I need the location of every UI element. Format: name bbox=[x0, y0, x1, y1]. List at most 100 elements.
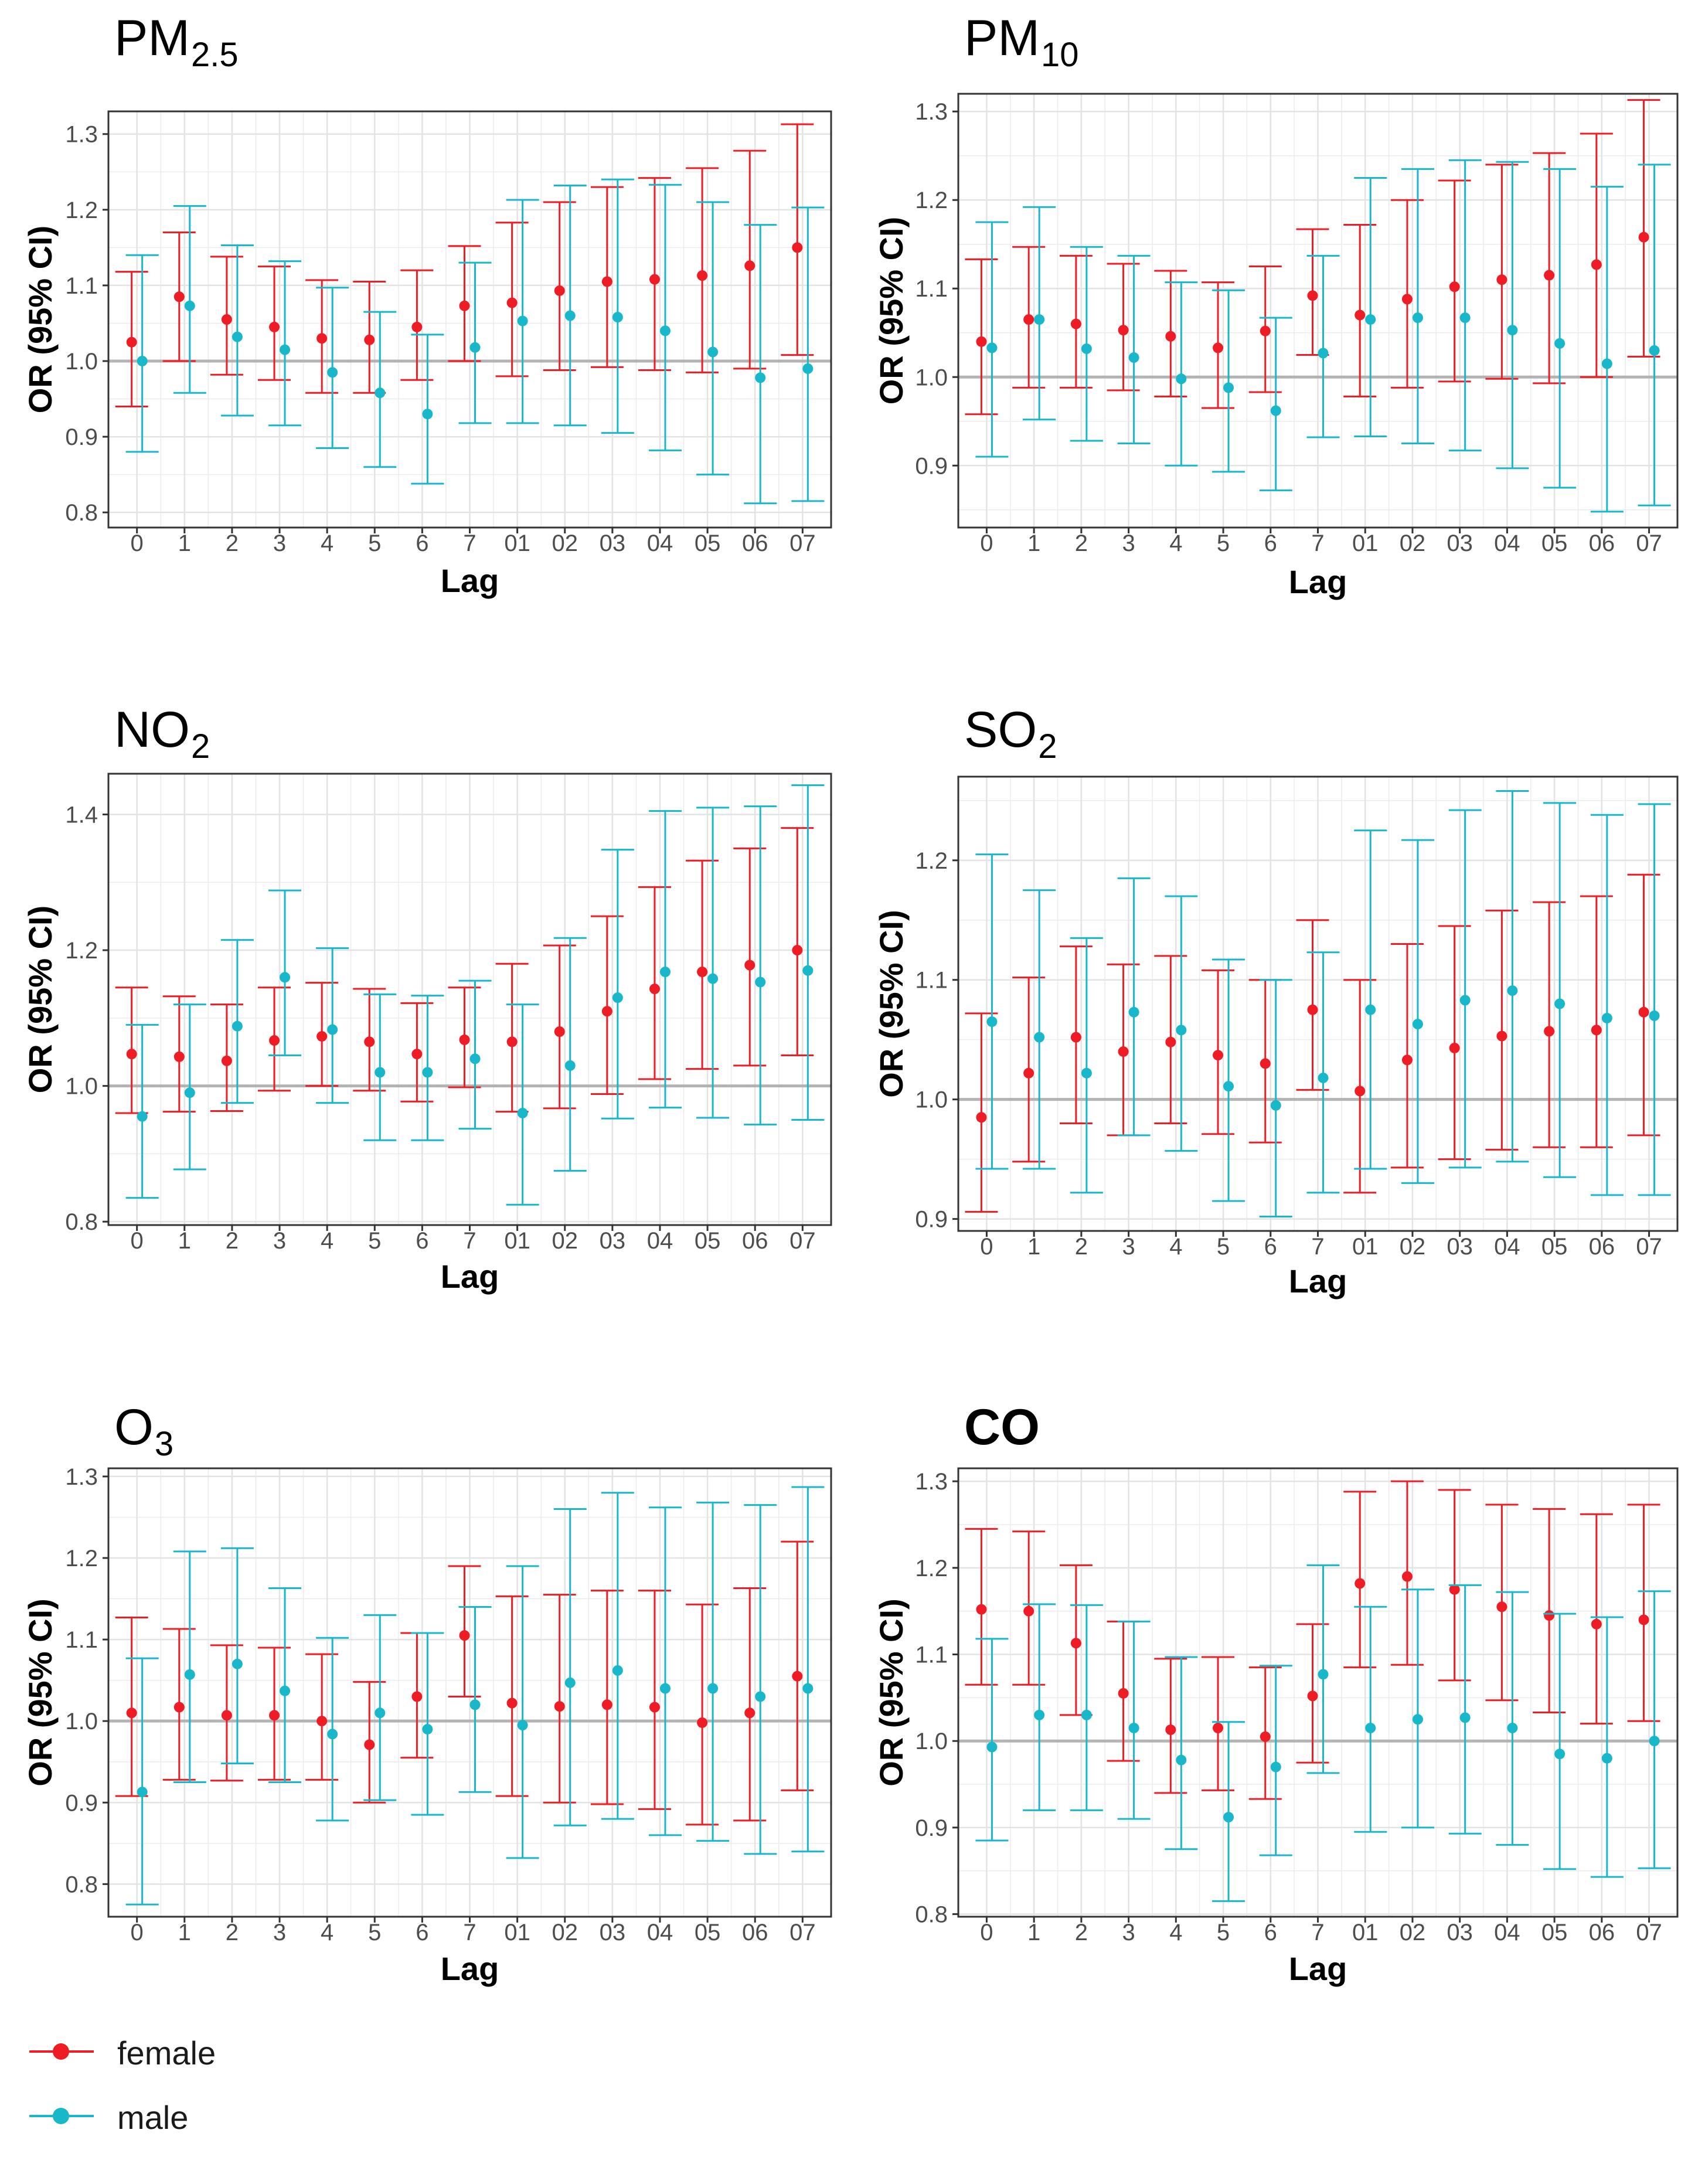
x-tick-label: 02 bbox=[552, 1920, 578, 1945]
point-male bbox=[327, 1024, 338, 1035]
point-male bbox=[1412, 1019, 1423, 1030]
point-male bbox=[1459, 995, 1471, 1006]
panel-title-main: CO bbox=[964, 1399, 1040, 1455]
point-female bbox=[411, 1691, 423, 1702]
point-male bbox=[280, 972, 291, 983]
y-tick-label: 0.9 bbox=[915, 1207, 948, 1233]
point-male bbox=[707, 1683, 719, 1694]
point-male bbox=[986, 1016, 998, 1028]
x-tick-label: 05 bbox=[1541, 1234, 1568, 1260]
point-male bbox=[802, 1683, 814, 1694]
point-female bbox=[1307, 1690, 1318, 1702]
y-tick-label: 1.2 bbox=[915, 848, 948, 874]
point-male bbox=[517, 1107, 528, 1118]
point-male bbox=[986, 1741, 998, 1753]
y-axis-label: OR (95% CI) bbox=[873, 1598, 910, 1787]
point-male bbox=[422, 409, 433, 420]
panel-title-subscript: 2.5 bbox=[191, 35, 239, 74]
y-tick-label: 1.0 bbox=[915, 365, 948, 390]
point-female bbox=[1023, 1605, 1034, 1617]
point-female bbox=[1591, 259, 1602, 270]
series-male bbox=[975, 1564, 1671, 1902]
point-female bbox=[1070, 1638, 1081, 1649]
x-tick-label: 6 bbox=[416, 1920, 428, 1945]
point-female bbox=[1355, 1086, 1366, 1097]
panel-title: O3 bbox=[114, 1402, 173, 1461]
point-male bbox=[232, 331, 243, 342]
x-tick-label: 03 bbox=[600, 1920, 626, 1945]
legend-item-male: male bbox=[23, 2093, 434, 2139]
x-tick-label: 06 bbox=[1589, 1234, 1615, 1260]
point-male bbox=[137, 1111, 148, 1122]
panel-title-main: NO bbox=[114, 702, 190, 758]
series-female bbox=[115, 1540, 814, 1826]
panel-title: NO2 bbox=[114, 705, 210, 764]
point-male bbox=[1270, 1761, 1281, 1773]
y-tick-label: 1.2 bbox=[915, 188, 948, 213]
point-female bbox=[411, 321, 423, 332]
point-male bbox=[1365, 314, 1376, 325]
point-male bbox=[1507, 325, 1518, 336]
point-male bbox=[375, 387, 386, 399]
point-male bbox=[1081, 1067, 1092, 1079]
point-female bbox=[317, 1716, 328, 1727]
x-tick-label: 06 bbox=[742, 1228, 768, 1254]
point-male bbox=[1034, 314, 1045, 325]
y-tick-label: 0.9 bbox=[915, 1815, 948, 1841]
x-tick-label: 3 bbox=[273, 1228, 286, 1254]
x-tick-label: 2 bbox=[226, 1228, 239, 1254]
point-female bbox=[506, 1036, 518, 1047]
point-female bbox=[554, 285, 565, 296]
point-female bbox=[364, 334, 375, 345]
x-tick-label: 3 bbox=[273, 1920, 286, 1945]
x-tick-label: 1 bbox=[178, 1920, 191, 1945]
x-tick-label: 01 bbox=[1352, 530, 1379, 556]
x-tick-label: 6 bbox=[1264, 530, 1277, 556]
x-tick-label: 03 bbox=[1447, 1920, 1473, 1945]
y-tick-label: 1.2 bbox=[65, 938, 98, 964]
x-tick-label: 7 bbox=[1311, 1920, 1324, 1945]
point-female bbox=[649, 274, 660, 285]
chart-panel-2: 0.81.01.21.40 1 2 3 4 5 6 7 01 02 03 04 05 06 07LagOR … bbox=[22, 773, 832, 1295]
point-female bbox=[1118, 1688, 1129, 1699]
x-tick-label: 2 bbox=[1075, 1920, 1088, 1945]
panel-title: CO bbox=[964, 1402, 1040, 1452]
point-female bbox=[601, 276, 612, 287]
x-tick-label: 04 bbox=[1494, 1920, 1520, 1945]
legend-item-female: female bbox=[23, 2028, 434, 2075]
point-female bbox=[1070, 1032, 1081, 1043]
y-tick-label: 0.9 bbox=[65, 1790, 98, 1816]
point-male bbox=[1318, 348, 1329, 359]
y-tick-label: 1.2 bbox=[915, 1556, 948, 1581]
x-tick-label: 3 bbox=[1122, 1920, 1135, 1945]
x-tick-label: 04 bbox=[647, 530, 673, 556]
y-tick-label: 0.9 bbox=[65, 424, 98, 450]
point-male bbox=[986, 342, 998, 353]
point-male bbox=[564, 1677, 576, 1688]
x-tick-label: 0 bbox=[131, 1920, 144, 1945]
point-male bbox=[1081, 343, 1092, 354]
point-male bbox=[1270, 1100, 1281, 1111]
panel-title: PM2.5 bbox=[114, 13, 239, 72]
point-female bbox=[697, 270, 708, 281]
x-tick-label: 04 bbox=[647, 1920, 673, 1945]
x-tick-label: 07 bbox=[789, 1228, 816, 1254]
x-axis-label: Lag bbox=[1289, 1950, 1347, 1987]
x-tick-label: 05 bbox=[1541, 530, 1568, 556]
panel-title-main: O bbox=[114, 1399, 154, 1455]
x-tick-label: 07 bbox=[1636, 530, 1662, 556]
y-tick-label: 1.1 bbox=[65, 1627, 98, 1653]
point-male bbox=[232, 1020, 243, 1032]
point-male bbox=[659, 325, 671, 336]
x-tick-label: 05 bbox=[695, 1920, 721, 1945]
point-female bbox=[1307, 1004, 1318, 1015]
point-female bbox=[221, 1055, 232, 1066]
point-female bbox=[1260, 1058, 1271, 1069]
x-tick-label: 02 bbox=[1400, 1234, 1426, 1260]
point-female bbox=[269, 321, 280, 332]
x-tick-label: 02 bbox=[1400, 1920, 1426, 1945]
panel-title-subscript: 3 bbox=[154, 1424, 174, 1463]
point-female bbox=[173, 1051, 185, 1062]
series-male bbox=[125, 784, 825, 1206]
x-tick-label: 04 bbox=[647, 1228, 673, 1254]
